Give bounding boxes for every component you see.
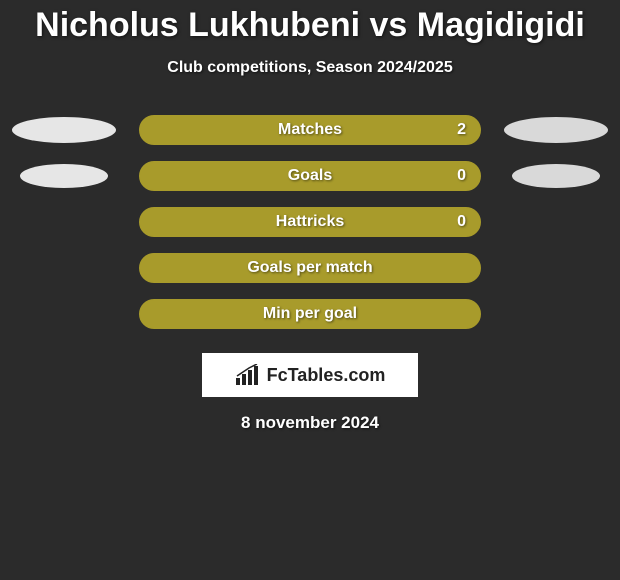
logo-text: FcTables.com (267, 365, 386, 386)
player2-ellipse (504, 117, 608, 143)
stat-value: 0 (457, 213, 466, 231)
stat-bar: Hattricks 0 (139, 207, 481, 237)
stat-bar: Goals 0 (139, 161, 481, 191)
stat-row: Hattricks 0 (0, 199, 620, 245)
stat-row: Goals per match (0, 245, 620, 291)
right-side (501, 117, 611, 143)
stats-container: Matches 2 Goals 0 Hattricks 0 (0, 107, 620, 337)
player1-ellipse (20, 164, 108, 188)
date-text: 8 november 2024 (0, 413, 620, 433)
stat-label: Hattricks (276, 213, 344, 231)
stat-bar: Matches 2 (139, 115, 481, 145)
chart-icon (235, 364, 261, 386)
right-side (501, 164, 611, 188)
stat-label: Matches (278, 121, 342, 139)
stat-bar: Min per goal (139, 299, 481, 329)
stat-row: Min per goal (0, 291, 620, 337)
stat-row: Goals 0 (0, 153, 620, 199)
stat-row: Matches 2 (0, 107, 620, 153)
stat-label: Min per goal (263, 305, 357, 323)
page-title: Nicholus Lukhubeni vs Magidigidi (0, 0, 620, 45)
subtitle: Club competitions, Season 2024/2025 (0, 59, 620, 77)
fctables-logo: FcTables.com (202, 353, 418, 397)
left-side (9, 117, 119, 143)
stat-label: Goals per match (247, 259, 372, 277)
stat-value: 2 (457, 121, 466, 139)
stat-value: 0 (457, 167, 466, 185)
stat-bar: Goals per match (139, 253, 481, 283)
left-side (9, 164, 119, 188)
player2-ellipse (512, 164, 600, 188)
stat-label: Goals (288, 167, 332, 185)
player1-ellipse (12, 117, 116, 143)
